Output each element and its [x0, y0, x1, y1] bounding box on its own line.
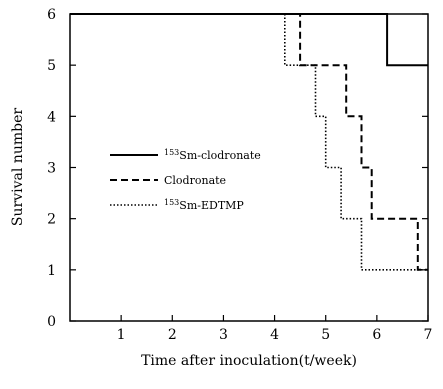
x-axis-ticks: 1 2 3 4 5 6 7 [117, 315, 433, 343]
y-tick-label: 1 [47, 263, 56, 279]
y-tick-label: 0 [47, 314, 56, 330]
y-tick-label: 6 [47, 7, 56, 23]
legend-label-text: Sm-EDTMP [179, 199, 244, 212]
series-line-1 [284, 13, 428, 271]
y-tick-label: 3 [47, 161, 56, 177]
y-tick-label: 5 [47, 58, 56, 74]
x-tick-label: 3 [219, 327, 228, 343]
legend-label-2: 153Sm-EDTMP [164, 198, 244, 212]
legend-label-text: Sm-clodronate [179, 149, 260, 162]
series-line-2 [284, 14, 428, 271]
x-tick-label: 2 [168, 327, 177, 343]
x-tick-label: 7 [424, 327, 433, 343]
legend-label-superscript: 153 [164, 148, 179, 157]
series-layer [70, 13, 428, 271]
legend-label-text: Clodronate [164, 174, 226, 187]
legend-label-1: Clodronate [164, 174, 226, 187]
x-tick-label: 5 [321, 327, 330, 343]
y-tick-label: 2 [47, 212, 56, 228]
x-tick-label: 1 [117, 327, 126, 343]
y-tick-label: 4 [47, 109, 56, 125]
y-axis-label: Survival number [10, 108, 26, 226]
plot-frame [69, 13, 429, 322]
x-tick-label: 4 [270, 327, 279, 343]
plot-area-border [69, 13, 429, 322]
x-axis-label: Time after inoculation(t/week) [141, 353, 357, 369]
legend-label-0: 153Sm-clodronate [164, 148, 261, 162]
y-axis-ticks: 0 1 2 3 4 5 6 [47, 7, 428, 330]
legend-label-superscript: 153 [164, 198, 179, 207]
x-tick-label: 6 [372, 327, 381, 343]
series-line-0 [70, 13, 428, 67]
